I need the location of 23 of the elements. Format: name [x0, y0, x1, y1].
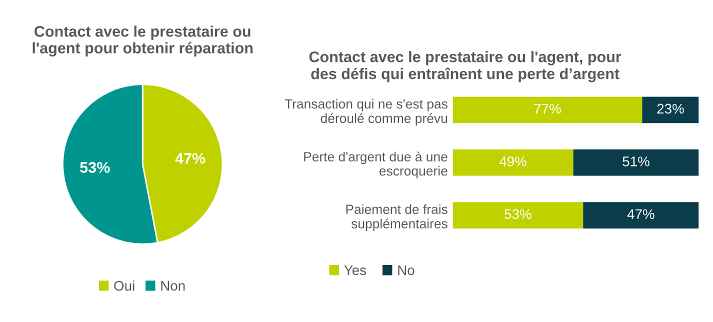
data-label: 47%	[175, 153, 206, 164]
bar	[573, 149, 699, 176]
data-label: 53%	[80, 162, 110, 173]
chart-title: Contact avec le prestataire ou l'agent, pour des défis qui entraînent une perte d’argent	[309, 51, 622, 82]
data-label: 77%	[534, 104, 561, 114]
bar	[452, 96, 642, 124]
bar	[642, 96, 699, 124]
legend-label: No	[398, 265, 414, 276]
data-label: 49%	[499, 156, 526, 166]
chart-title: Contact avec le prestataire ou l'agent pour obtenir réparation	[32, 26, 253, 57]
data-label: 53%	[504, 209, 532, 220]
legend-label: Yes	[344, 265, 366, 276]
bar	[452, 202, 584, 228]
y-tick-label: Paiement de frais supplémentaires	[346, 204, 448, 231]
data-label: 23%	[657, 104, 684, 114]
data-label: 51%	[622, 156, 650, 166]
legend-label: Non	[161, 281, 185, 291]
y-tick-label: Transaction qui ne s'est pas déroulé comme prévu	[284, 98, 448, 126]
y-tick-label: Perte d'argent due à une escroquerie	[304, 152, 448, 178]
legend-label: Oui	[114, 280, 134, 291]
bar	[452, 149, 574, 176]
data-label: 47%	[627, 209, 654, 219]
bar	[583, 202, 699, 228]
